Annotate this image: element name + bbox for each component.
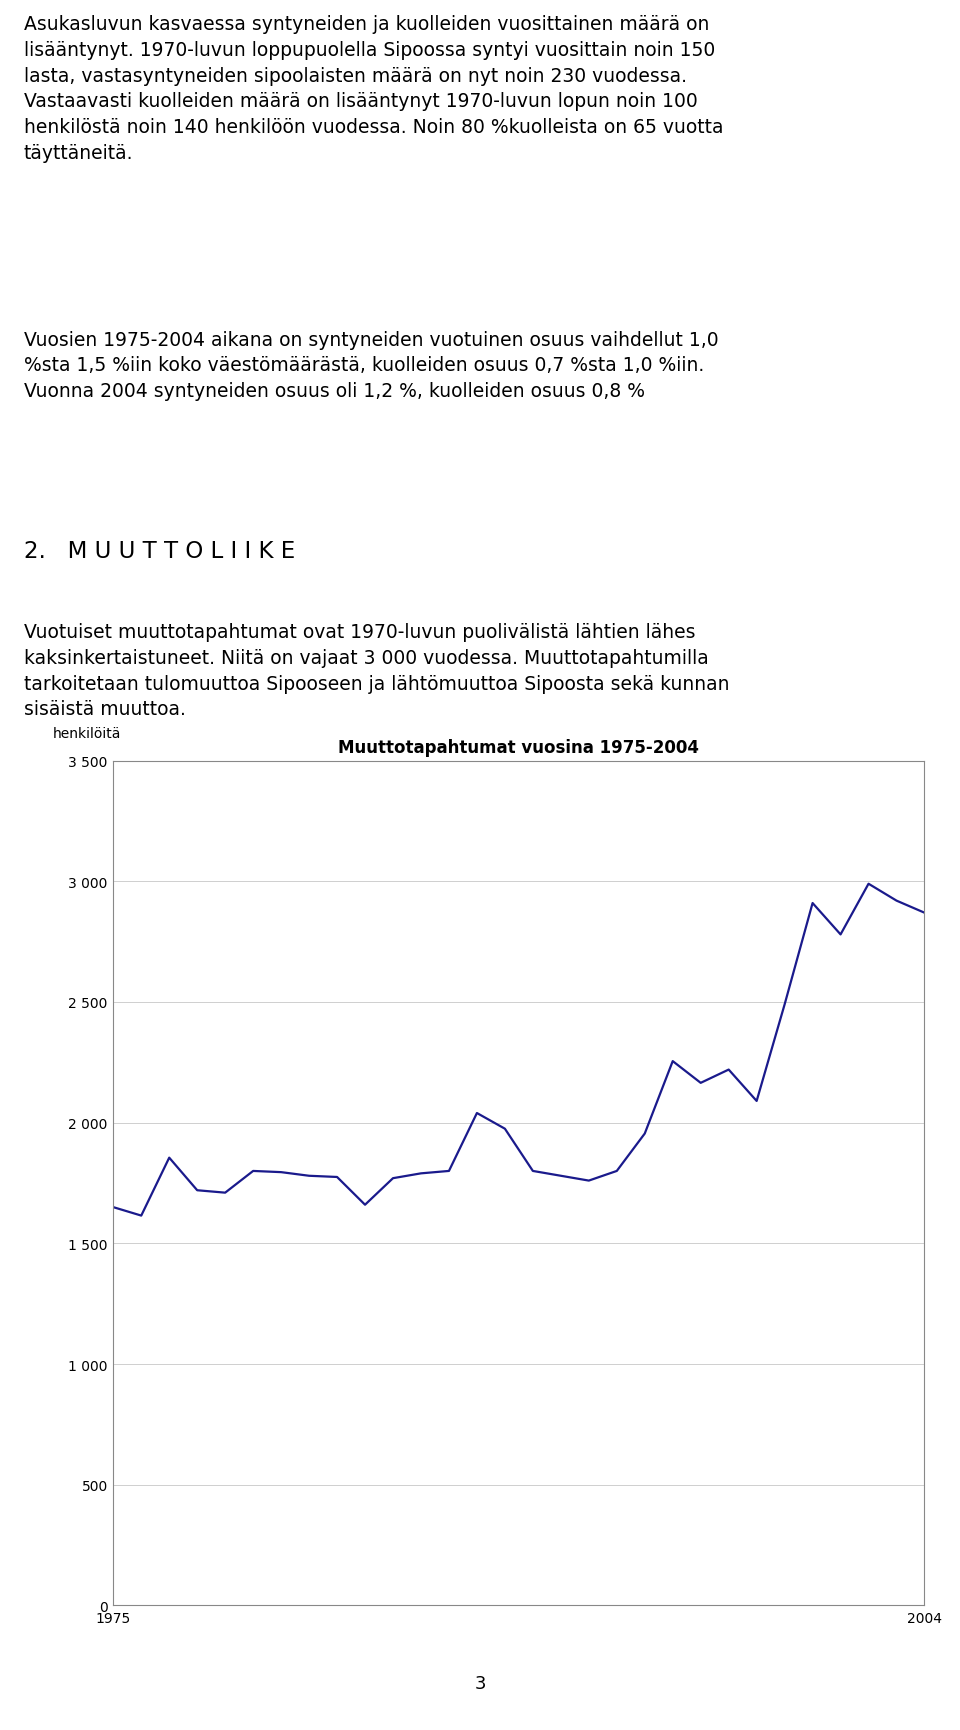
Text: 2.   M U U T T O L I I K E: 2. M U U T T O L I I K E — [24, 540, 296, 562]
Text: 3: 3 — [474, 1675, 486, 1692]
Text: Vuotuiset muuttotapahtumat ovat 1970-luvun puolivälistä lähtien lähes
kaksinkert: Vuotuiset muuttotapahtumat ovat 1970-luv… — [24, 623, 730, 720]
Text: henkilöitä: henkilöitä — [53, 727, 121, 740]
Title: Muuttotapahtumat vuosina 1975-2004: Muuttotapahtumat vuosina 1975-2004 — [338, 739, 700, 756]
Text: Asukasluvun kasvaessa syntyneiden ja kuolleiden vuosittainen määrä on
lisääntyny: Asukasluvun kasvaessa syntyneiden ja kuo… — [24, 16, 724, 163]
Text: Vuosien 1975-2004 aikana on syntyneiden vuotuinen osuus vaihdellut 1,0
%sta 1,5 : Vuosien 1975-2004 aikana on syntyneiden … — [24, 330, 719, 401]
